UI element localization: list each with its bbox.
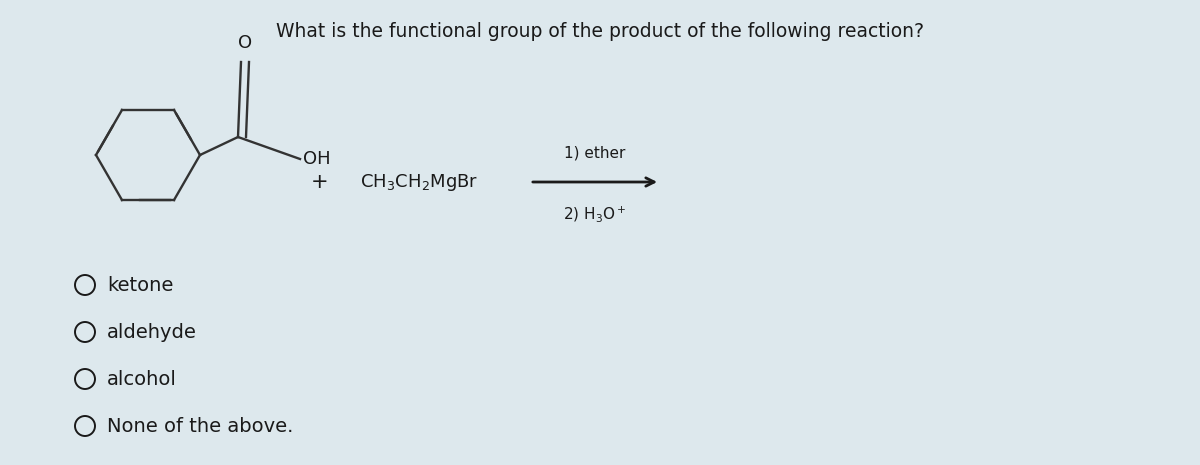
Text: O: O xyxy=(238,34,252,52)
Text: +: + xyxy=(311,172,329,192)
Text: aldehyde: aldehyde xyxy=(107,323,197,341)
Text: CH$_3$CH$_2$MgBr: CH$_3$CH$_2$MgBr xyxy=(360,172,479,193)
Text: What is the functional group of the product of the following reaction?: What is the functional group of the prod… xyxy=(276,22,924,41)
Text: OH: OH xyxy=(302,150,331,168)
Text: alcohol: alcohol xyxy=(107,370,176,388)
Text: ketone: ketone xyxy=(107,275,173,294)
Text: None of the above.: None of the above. xyxy=(107,417,293,436)
Text: 1) ether: 1) ether xyxy=(564,145,625,160)
Text: 2) H$_3$O$^+$: 2) H$_3$O$^+$ xyxy=(563,204,626,224)
